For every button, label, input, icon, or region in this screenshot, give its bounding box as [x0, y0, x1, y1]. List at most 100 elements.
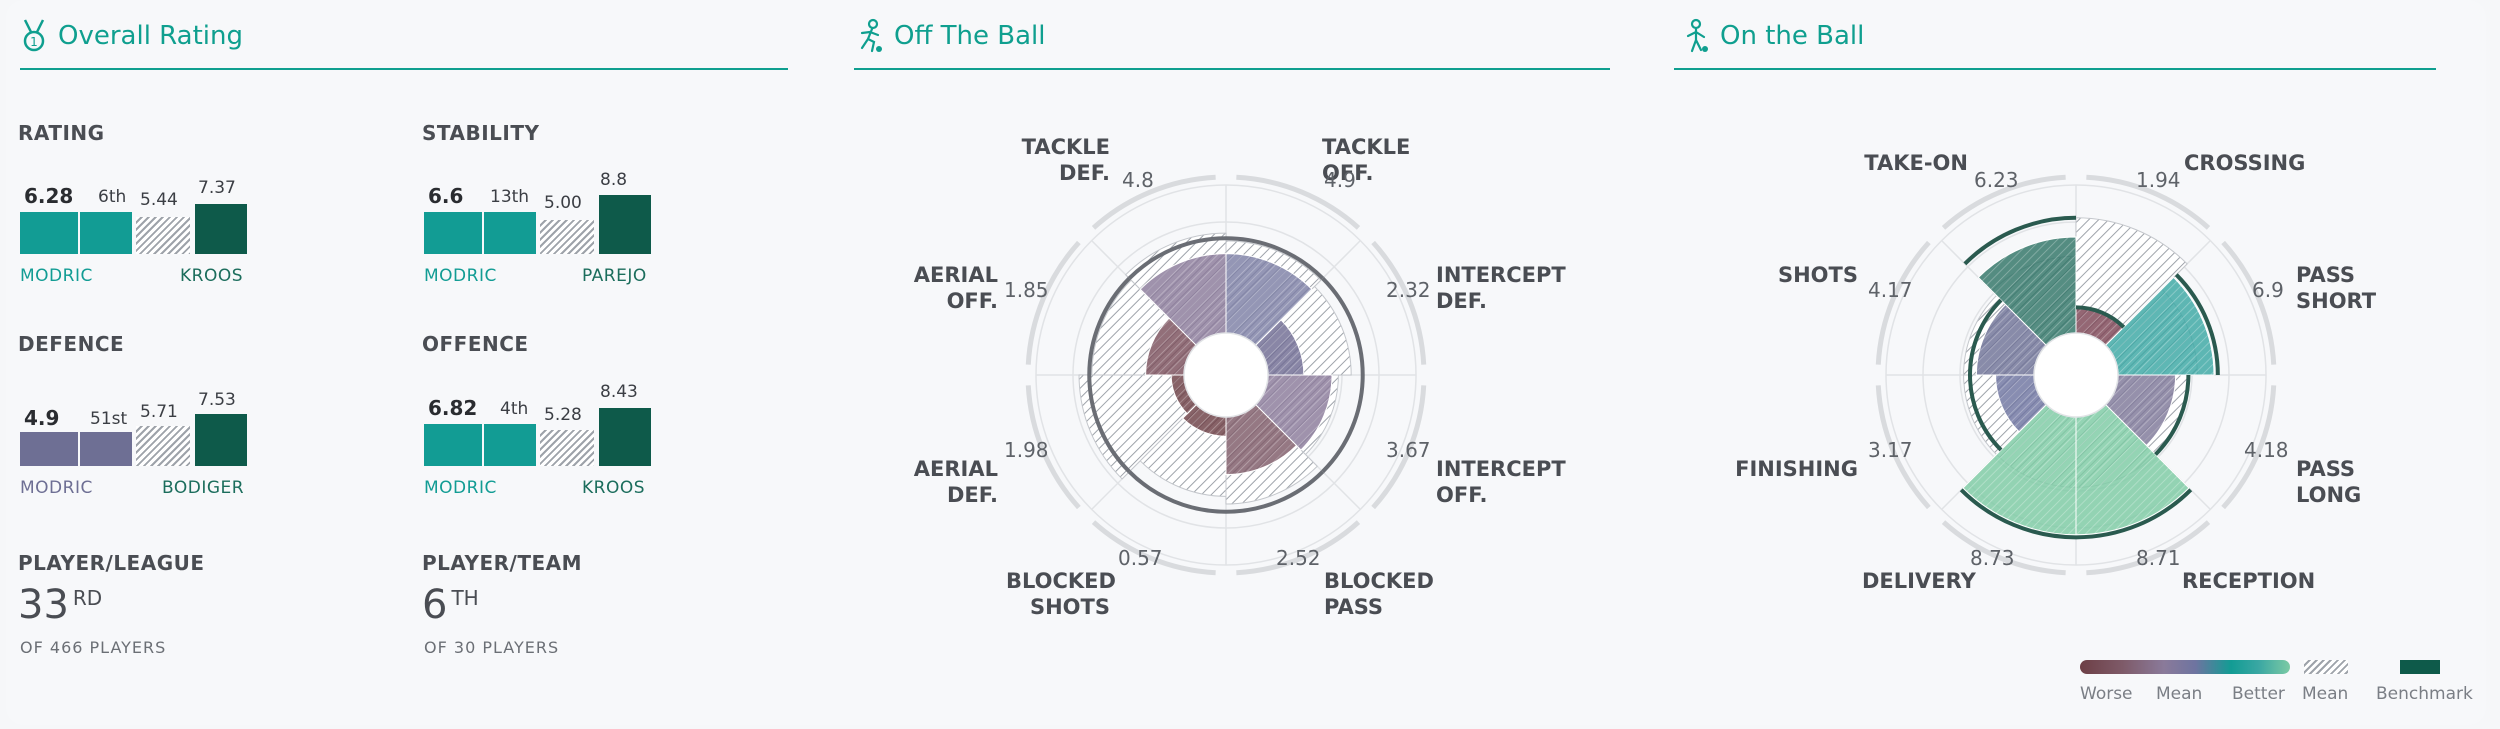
offence-player-bar	[484, 424, 536, 466]
axis-label-line: LONG	[2296, 483, 2362, 507]
title-rule	[1674, 68, 2436, 70]
axis-label-delivery: DELIVERY	[1862, 569, 1976, 593]
axis-label-line: PASS	[1324, 595, 1384, 619]
offence-mean-value: 5.28	[544, 405, 582, 425]
center-hole	[1183, 332, 1269, 418]
axis-value-intercept-def: 2.32	[1386, 278, 1431, 302]
axis-label-blocked-pass: BLOCKED PASS	[1324, 568, 1434, 620]
defence-player-bar	[20, 432, 78, 466]
stability-value: 6.6	[428, 184, 464, 208]
outer-ring-segment	[1875, 385, 1931, 510]
axis-label-pass-short: PASS SHORT	[2296, 262, 2376, 314]
benchmark-arc	[1959, 488, 2077, 540]
outer-ring-segment	[1236, 520, 1361, 576]
axis-value-blocked-pass: 2.52	[1276, 546, 1321, 570]
axis-label-shots: SHOTS	[1777, 263, 1858, 287]
value-sector-texture	[1255, 375, 1332, 450]
svg-text:1: 1	[30, 35, 38, 49]
legend-worse: Worse	[2080, 684, 2133, 704]
value-sector-texture	[2105, 375, 2176, 446]
running-player-icon	[860, 18, 882, 53]
value-sector-texture	[1995, 375, 2047, 432]
axis-value-crossing: 1.94	[2136, 168, 2181, 192]
team-rank-number: 6	[422, 582, 448, 628]
axis-label-reception: RECEPTION	[2182, 569, 2316, 593]
axis-value-finishing: 3.17	[1868, 438, 1913, 462]
stability-player-name: MODRIC	[424, 266, 497, 286]
axis-label-pass-long: PASS LONG	[2296, 456, 2361, 508]
dashboard-card: 1 Overall Rating RATING 6.28 6th 5.44 7.…	[6, 0, 2486, 725]
defence-bench-value: 7.53	[198, 390, 236, 410]
value-sector-texture	[1976, 304, 2047, 375]
defence-player-bar	[80, 432, 132, 466]
axis-label-line: OFF.	[1322, 161, 1374, 185]
offence-value: 6.82	[428, 396, 478, 420]
off-the-ball-title: Off The Ball	[856, 18, 1045, 54]
outer-ring-segment	[2086, 174, 2211, 230]
rating-player-bar	[80, 212, 132, 254]
axis-label-line: AERIAL	[913, 457, 998, 481]
axis-label-line: PASS	[2296, 263, 2356, 287]
axis-label-blocked-shots: BLOCKED SHOTS	[1006, 568, 1116, 620]
player-team-sub: OF 30 PLAYERS	[424, 638, 560, 657]
stability-mean-bar	[540, 220, 594, 254]
outer-ring-segment	[1371, 240, 1427, 365]
axis-label-line: DEF.	[946, 483, 998, 507]
rating-bench-name: KROOS	[180, 266, 244, 286]
legend-benchmark-swatch	[2400, 660, 2440, 674]
outer-ring-segment	[1236, 174, 1361, 230]
league-rank-number: 33	[18, 582, 69, 628]
axis-label-intercept-off: INTERCEPT OFF.	[1436, 456, 1566, 508]
value-sector-texture	[1140, 253, 1226, 346]
rating-mean-value: 5.44	[140, 190, 178, 210]
benchmark-arc	[1968, 374, 2003, 452]
benchmark-arc	[1127, 236, 1227, 280]
axis-label-line: SHOTS	[1029, 595, 1110, 619]
axis-label-line: INTERCEPT	[1436, 263, 1566, 287]
value-sector-texture	[1182, 404, 1226, 437]
axis-label-tackle-def: TACKLE DEF.	[1006, 134, 1110, 186]
stability-rank: 13th	[490, 187, 530, 207]
benchmark-arc	[2075, 488, 2193, 540]
axis-label-intercept-def: INTERCEPT DEF.	[1436, 262, 1566, 314]
rating-rank: 6th	[98, 187, 127, 207]
center-hole	[2033, 332, 2119, 418]
benchmark-arc	[1963, 215, 2077, 266]
legend-mean-swatch	[2304, 660, 2348, 674]
value-sector-texture	[1255, 319, 1304, 375]
metric-label-stability: STABILITY	[422, 121, 540, 145]
axis-label-line: BLOCKED	[1324, 569, 1434, 593]
axis-value-intercept-off: 3.67	[1386, 438, 1431, 462]
benchmark-arc	[1087, 276, 1131, 376]
axis-label-finishing: FINISHING	[1735, 457, 1858, 481]
on-the-ball-polar-chart	[1875, 174, 2277, 576]
axis-value-blocked-shots: 0.57	[1118, 546, 1163, 570]
axis-label-line: TACKLE	[1322, 135, 1411, 159]
axis-label-line: BLOCKED	[1006, 569, 1116, 593]
axis-label-line: AERIAL	[913, 263, 998, 287]
offence-rank: 4th	[500, 399, 529, 419]
defence-mean-bar	[136, 426, 190, 466]
benchmark-arc	[1127, 470, 1227, 514]
axis-label-line: OFF.	[1436, 483, 1488, 507]
outer-ring-segment	[1371, 385, 1427, 510]
offence-benchmark-bar	[599, 408, 651, 466]
player-team-rank: 6 TH	[422, 582, 479, 628]
axis-value-aerial-off: 1.85	[1004, 278, 1049, 302]
legend-benchmark: Benchmark	[2376, 684, 2473, 704]
player-league-rank: 33 RD	[18, 582, 102, 628]
axis-label-line: DEF.	[1058, 161, 1110, 185]
offence-mean-bar	[540, 430, 594, 466]
outer-ring-segment	[1875, 240, 1931, 365]
benchmark-arc	[2154, 374, 2191, 456]
metric-label-rating: RATING	[18, 121, 105, 145]
axis-value-reception: 8.71	[2136, 546, 2181, 570]
stability-bench-name: PAREJO	[582, 266, 647, 286]
benchmark-arc	[1225, 236, 1325, 280]
axis-value-pass-short: 6.9	[2252, 278, 2284, 302]
offence-bench-name: KROOS	[582, 478, 646, 498]
benchmark-arc	[1968, 298, 2003, 376]
benchmark-arc	[2174, 273, 2220, 376]
offence-bench-value: 8.43	[600, 382, 638, 402]
section-title-text: Overall Rating	[58, 21, 244, 51]
